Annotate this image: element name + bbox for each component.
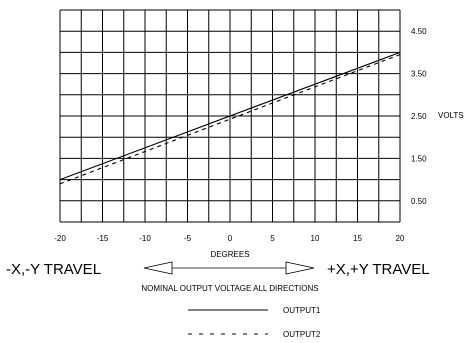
grid: [59, 9, 401, 223]
left-travel-label: -X,-Y TRAVEL: [6, 261, 101, 278]
legend-label-output2: OUTPUT2: [283, 330, 321, 339]
nominal-note: NOMINAL OUTPUT VOLTAGE ALL DIRECTIONS: [141, 284, 318, 293]
legend: OUTPUT1 OUTPUT2: [188, 306, 321, 339]
legend-label-output1: OUTPUT1: [283, 306, 321, 315]
x-tick-label: 20: [396, 234, 405, 243]
x-tick-label: -15: [97, 234, 109, 243]
x-tick-label: 15: [353, 234, 362, 243]
right-arrow: [230, 261, 315, 275]
right-travel-label: +X,+Y TRAVEL: [327, 261, 430, 278]
y-tick-labels: 0.50 1.50 2.50 3.50 4.50: [411, 27, 427, 206]
y-axis-label: VOLTS: [438, 111, 464, 120]
y-tick-label: 3.50: [411, 70, 427, 79]
y-tick-label: 2.50: [411, 112, 427, 121]
x-tick-label: -10: [139, 234, 151, 243]
series-line-output1: [59, 51, 401, 181]
x-tick-label: -20: [54, 234, 66, 243]
y-tick-label: 1.50: [411, 154, 427, 163]
x-axis-label: DEGREES: [210, 250, 249, 259]
y-tick-label: 4.50: [411, 27, 427, 36]
x-tick-label: 10: [311, 234, 320, 243]
x-tick-label: 5: [270, 234, 275, 243]
series-lines: [59, 51, 401, 185]
x-tick-labels: -20 -15 -10 -5 0 5 10 15 20: [54, 234, 405, 243]
x-tick-label: 0: [228, 234, 233, 243]
x-tick-label: -5: [184, 234, 192, 243]
left-arrow: [143, 261, 230, 275]
y-tick-label: 0.50: [411, 197, 427, 206]
